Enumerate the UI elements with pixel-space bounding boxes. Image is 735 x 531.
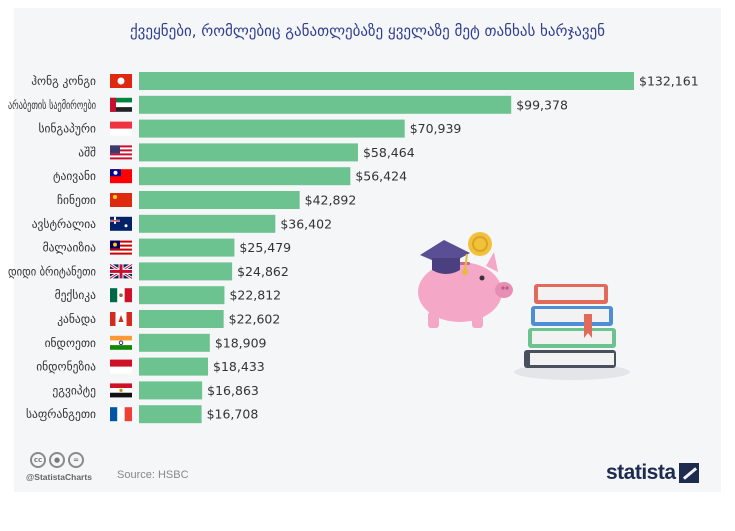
license-icons: cc ● = xyxy=(30,452,84,468)
nd-icon: = xyxy=(68,452,84,468)
flag-sg-icon xyxy=(110,121,132,136)
value-label: $18,909 xyxy=(215,335,267,350)
category-label: მალაიზია xyxy=(43,241,97,255)
bar-8 xyxy=(139,262,233,281)
book-stack-icon xyxy=(514,284,630,380)
bar-12 xyxy=(139,357,209,376)
bar-1 xyxy=(139,95,512,114)
category-label: ტაივანი xyxy=(53,169,96,183)
flag-mx-icon xyxy=(110,288,132,303)
illustration xyxy=(418,232,630,380)
category-label: არაბეთის საემიროები xyxy=(8,98,96,112)
statista-mark-icon xyxy=(678,463,699,483)
category-label: მექსიკა xyxy=(55,288,97,302)
bar-0 xyxy=(139,72,634,90)
value-label: $56,424 xyxy=(355,169,407,184)
source-note: Source: HSBC xyxy=(117,469,189,481)
flag-id-icon xyxy=(110,359,132,374)
flag-in-icon xyxy=(110,335,132,350)
bar-6 xyxy=(139,214,276,233)
statista-logo[interactable]: statista xyxy=(606,461,699,485)
value-label: $16,708 xyxy=(207,407,259,422)
graduation-cap-icon xyxy=(420,240,470,275)
value-label: $99,378 xyxy=(516,97,568,112)
bar-13 xyxy=(139,381,203,400)
bar-14 xyxy=(139,405,202,424)
category-label: ჰონგ კონგი xyxy=(31,74,96,88)
category-label: ეგვიპტე xyxy=(52,383,96,397)
value-label: $36,402 xyxy=(280,216,332,231)
piggy-bank-icon xyxy=(418,252,513,328)
chart-title: ქვეყნები, რომლებიც განათლებაზე ყველაზე მ… xyxy=(129,22,606,40)
value-label: $58,464 xyxy=(363,145,415,160)
value-label: $18,433 xyxy=(213,359,265,374)
category-label: ავსტრალია xyxy=(32,217,96,231)
twitter-handle: @StatistaCharts xyxy=(26,472,92,482)
value-label: $132,161 xyxy=(639,74,699,89)
category-label: საფრანგეთი xyxy=(26,407,96,421)
bar-5 xyxy=(139,191,300,209)
category-label: სინგაპური xyxy=(39,122,96,136)
value-label: $70,939 xyxy=(410,121,462,136)
bar-7 xyxy=(139,238,235,257)
bar-3 xyxy=(139,143,358,162)
category-label: აშშ xyxy=(78,145,96,159)
flag-tw-icon xyxy=(110,169,132,184)
value-label: $16,863 xyxy=(207,383,259,398)
brand-name: statista xyxy=(606,461,676,484)
value-label: $22,602 xyxy=(229,312,281,327)
flag-gb-icon xyxy=(109,263,133,280)
bar-9 xyxy=(139,286,225,305)
bar-4 xyxy=(139,167,351,186)
category-label: დიდი ბრიტანეთი xyxy=(8,264,96,278)
category-label: ინდონეზია xyxy=(36,360,96,374)
value-label: $24,862 xyxy=(237,264,289,279)
bar-11 xyxy=(139,333,210,352)
value-label: $25,479 xyxy=(239,240,291,255)
bars-group: $132,161 ჰონგ კონგი $99,378 არაბეთის საემირ… xyxy=(8,72,699,424)
flag-au-icon xyxy=(110,216,132,231)
category-label: ჩინეთი xyxy=(57,193,96,207)
flag-hk-icon xyxy=(110,74,132,88)
category-label: ინდოეთი xyxy=(45,336,96,350)
flag-my-icon xyxy=(110,240,132,255)
flag-fr-icon xyxy=(110,407,132,422)
flag-cn-icon xyxy=(110,193,132,207)
value-label: $22,812 xyxy=(229,288,281,303)
flag-ae-icon xyxy=(110,97,132,112)
flag-ca-icon xyxy=(110,312,132,326)
by-icon: ● xyxy=(49,452,65,468)
bar-10 xyxy=(139,310,224,328)
coin-icon xyxy=(468,232,492,256)
cc-icon: cc xyxy=(30,452,46,468)
category-label: კანადა xyxy=(57,312,96,326)
value-label: $42,892 xyxy=(305,193,357,208)
flag-eg-icon xyxy=(110,383,132,398)
bar-2 xyxy=(139,119,405,138)
flag-us-icon xyxy=(110,145,132,160)
